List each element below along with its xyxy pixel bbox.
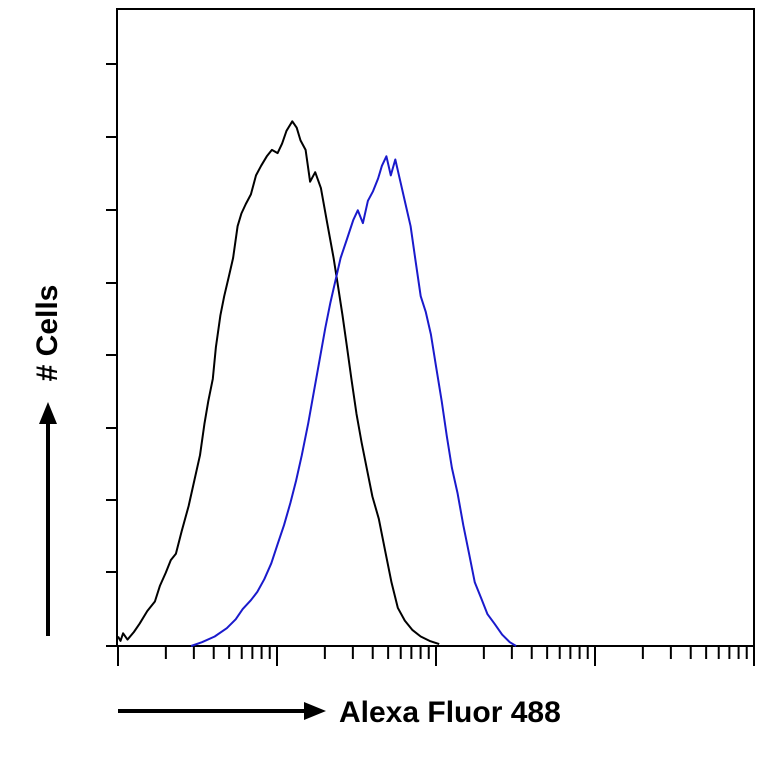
y-axis-ticks xyxy=(106,63,118,647)
series-layer xyxy=(117,120,517,647)
x-axis-arrow-head xyxy=(304,702,326,720)
y-axis-arrow-head xyxy=(39,402,57,424)
y-axis-label: # Cells xyxy=(31,285,64,382)
plot-frame xyxy=(116,8,755,647)
x-axis-ticks xyxy=(117,646,755,666)
x-axis-label: Alexa Fluor 488 xyxy=(339,696,561,729)
series-line-1 xyxy=(190,155,517,647)
series-line-0 xyxy=(117,120,440,646)
